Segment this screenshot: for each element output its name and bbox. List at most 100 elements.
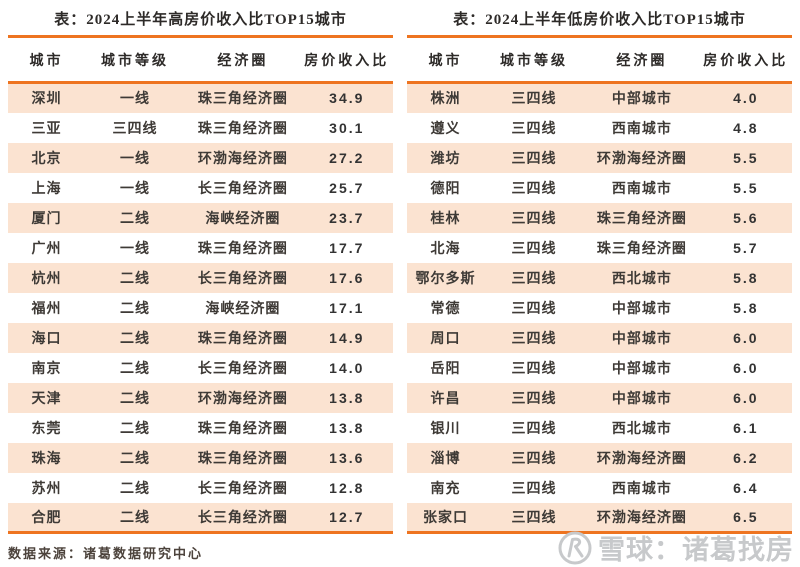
city-cell: 南充 xyxy=(407,472,484,503)
tier-cell: 二线 xyxy=(85,412,186,443)
city-cell: 杭州 xyxy=(8,262,85,293)
table-row: 常德 三四线 中部城市 5.8 xyxy=(407,292,792,323)
tier-cell: 一线 xyxy=(85,142,186,173)
tier-cell: 三四线 xyxy=(484,262,585,293)
city-cell: 珠海 xyxy=(8,442,85,473)
ratio-cell: 14.0 xyxy=(300,352,393,383)
economic-zone-cell: 西南城市 xyxy=(584,472,700,503)
economic-zone-cell: 中部城市 xyxy=(584,382,700,413)
table-row: 银川 三四线 西北城市 6.1 xyxy=(407,412,792,443)
city-cell: 常德 xyxy=(407,292,484,323)
city-cell: 北京 xyxy=(8,142,85,173)
city-cell: 三亚 xyxy=(8,112,85,143)
tier-cell: 三四线 xyxy=(484,232,585,263)
ratio-cell: 17.1 xyxy=(300,292,393,323)
tier-cell: 三四线 xyxy=(484,142,585,173)
table-row: 上海 一线 长三角经济圈 25.7 xyxy=(8,172,393,203)
column-header: 城市 xyxy=(407,36,484,84)
ratio-cell: 34.9 xyxy=(300,82,393,113)
table-row: 潍坊 三四线 环渤海经济圈 5.5 xyxy=(407,142,792,173)
ratio-cell: 5.5 xyxy=(699,172,792,203)
economic-zone-cell: 中部城市 xyxy=(584,82,700,113)
ratio-cell: 14.9 xyxy=(300,322,393,353)
tier-cell: 二线 xyxy=(85,352,186,383)
tier-cell: 三四线 xyxy=(484,172,585,203)
table-row: 北海 三四线 珠三角经济圈 5.7 xyxy=(407,232,792,263)
table-row: 杭州 二线 长三角经济圈 17.6 xyxy=(8,262,393,293)
city-cell: 合肥 xyxy=(8,502,85,533)
ratio-cell: 17.7 xyxy=(300,232,393,263)
ratio-cell: 6.1 xyxy=(699,412,792,443)
column-header: 经济圈 xyxy=(584,36,700,84)
low-ratio-table: 城市 城市等级 经济圈 房价收入比 株洲 三四线 中部城市 4.0 遵义 三四线 西南城市 4.8 潍… xyxy=(407,35,792,534)
ratio-cell: 4.8 xyxy=(699,112,792,143)
city-cell: 广州 xyxy=(8,232,85,263)
economic-zone-cell: 珠三角经济圈 xyxy=(185,412,301,443)
city-cell: 苏州 xyxy=(8,472,85,503)
table-row: 三亚 三四线 珠三角经济圈 30.1 xyxy=(8,112,393,143)
ratio-cell: 6.5 xyxy=(699,502,792,533)
city-cell: 潍坊 xyxy=(407,142,484,173)
city-cell: 福州 xyxy=(8,292,85,323)
tier-cell: 二线 xyxy=(85,262,186,293)
city-cell: 银川 xyxy=(407,412,484,443)
city-cell: 桂林 xyxy=(407,202,484,233)
low-ratio-table-panel: 表：2024上半年低房价收入比TOP15城市 城市 城市等级 经济圈 房价收入比 株洲… xyxy=(407,5,792,534)
tier-cell: 一线 xyxy=(85,172,186,203)
city-cell: 周口 xyxy=(407,322,484,353)
table-row: 周口 三四线 中部城市 6.0 xyxy=(407,322,792,353)
ratio-cell: 30.1 xyxy=(300,112,393,143)
table-row: 许昌 三四线 中部城市 6.0 xyxy=(407,382,792,413)
xueqiu-logo-icon xyxy=(557,530,593,566)
table-body: 株洲 三四线 中部城市 4.0 遵义 三四线 西南城市 4.8 潍坊 三四线 环渤海经济圈 5.5 德阳… xyxy=(407,82,792,533)
ratio-cell: 25.7 xyxy=(300,172,393,203)
tier-cell: 一线 xyxy=(85,82,186,113)
tier-cell: 三四线 xyxy=(484,352,585,383)
economic-zone-cell: 环渤海经济圈 xyxy=(584,142,700,173)
ratio-cell: 6.2 xyxy=(699,442,792,473)
economic-zone-cell: 长三角经济圈 xyxy=(185,262,301,293)
city-cell: 天津 xyxy=(8,382,85,413)
economic-zone-cell: 珠三角经济圈 xyxy=(584,232,700,263)
ratio-cell: 6.0 xyxy=(699,322,792,353)
ratio-cell: 13.8 xyxy=(300,412,393,443)
column-header: 经济圈 xyxy=(185,36,301,84)
column-header: 城市 xyxy=(8,36,85,84)
economic-zone-cell: 海峡经济圈 xyxy=(185,292,301,323)
economic-zone-cell: 珠三角经济圈 xyxy=(185,442,301,473)
table-row: 德阳 三四线 西南城市 5.5 xyxy=(407,172,792,203)
tier-cell: 三四线 xyxy=(484,292,585,323)
table-row: 东莞 二线 珠三角经济圈 13.8 xyxy=(8,412,393,443)
economic-zone-cell: 海峡经济圈 xyxy=(185,202,301,233)
city-cell: 上海 xyxy=(8,172,85,203)
economic-zone-cell: 环渤海经济圈 xyxy=(185,382,301,413)
data-source-note: 数据来源：诸葛数据研究中心 xyxy=(8,546,204,561)
column-header: 房价收入比 xyxy=(699,36,792,84)
table-row: 天津 二线 环渤海经济圈 13.8 xyxy=(8,382,393,413)
tier-cell: 二线 xyxy=(85,472,186,503)
economic-zone-cell: 长三角经济圈 xyxy=(185,472,301,503)
tier-cell: 二线 xyxy=(85,442,186,473)
city-cell: 海口 xyxy=(8,322,85,353)
tier-cell: 二线 xyxy=(85,502,186,533)
ratio-cell: 5.8 xyxy=(699,292,792,323)
city-cell: 东莞 xyxy=(8,412,85,443)
table-row: 淄博 三四线 环渤海经济圈 6.2 xyxy=(407,442,792,473)
table-body: 深圳 一线 珠三角经济圈 34.9 三亚 三四线 珠三角经济圈 30.1 北京 一线 环渤海经济圈 2… xyxy=(8,82,393,533)
table-row: 南京 二线 长三角经济圈 14.0 xyxy=(8,352,393,383)
table-row: 广州 一线 珠三角经济圈 17.7 xyxy=(8,232,393,263)
ratio-cell: 4.0 xyxy=(699,82,792,113)
economic-zone-cell: 环渤海经济圈 xyxy=(185,142,301,173)
economic-zone-cell: 珠三角经济圈 xyxy=(185,112,301,143)
low-ratio-table-title: 表：2024上半年低房价收入比TOP15城市 xyxy=(453,12,746,28)
economic-zone-cell: 珠三角经济圈 xyxy=(584,202,700,233)
city-cell: 鄂尔多斯 xyxy=(407,262,484,293)
table-row: 福州 二线 海峡经济圈 17.1 xyxy=(8,292,393,323)
table-header: 城市 城市等级 经济圈 房价收入比 xyxy=(407,36,792,84)
ratio-cell: 27.2 xyxy=(300,142,393,173)
column-header: 房价收入比 xyxy=(300,36,393,84)
table-row: 遵义 三四线 西南城市 4.8 xyxy=(407,112,792,143)
ratio-cell: 5.6 xyxy=(699,202,792,233)
tier-cell: 二线 xyxy=(85,382,186,413)
